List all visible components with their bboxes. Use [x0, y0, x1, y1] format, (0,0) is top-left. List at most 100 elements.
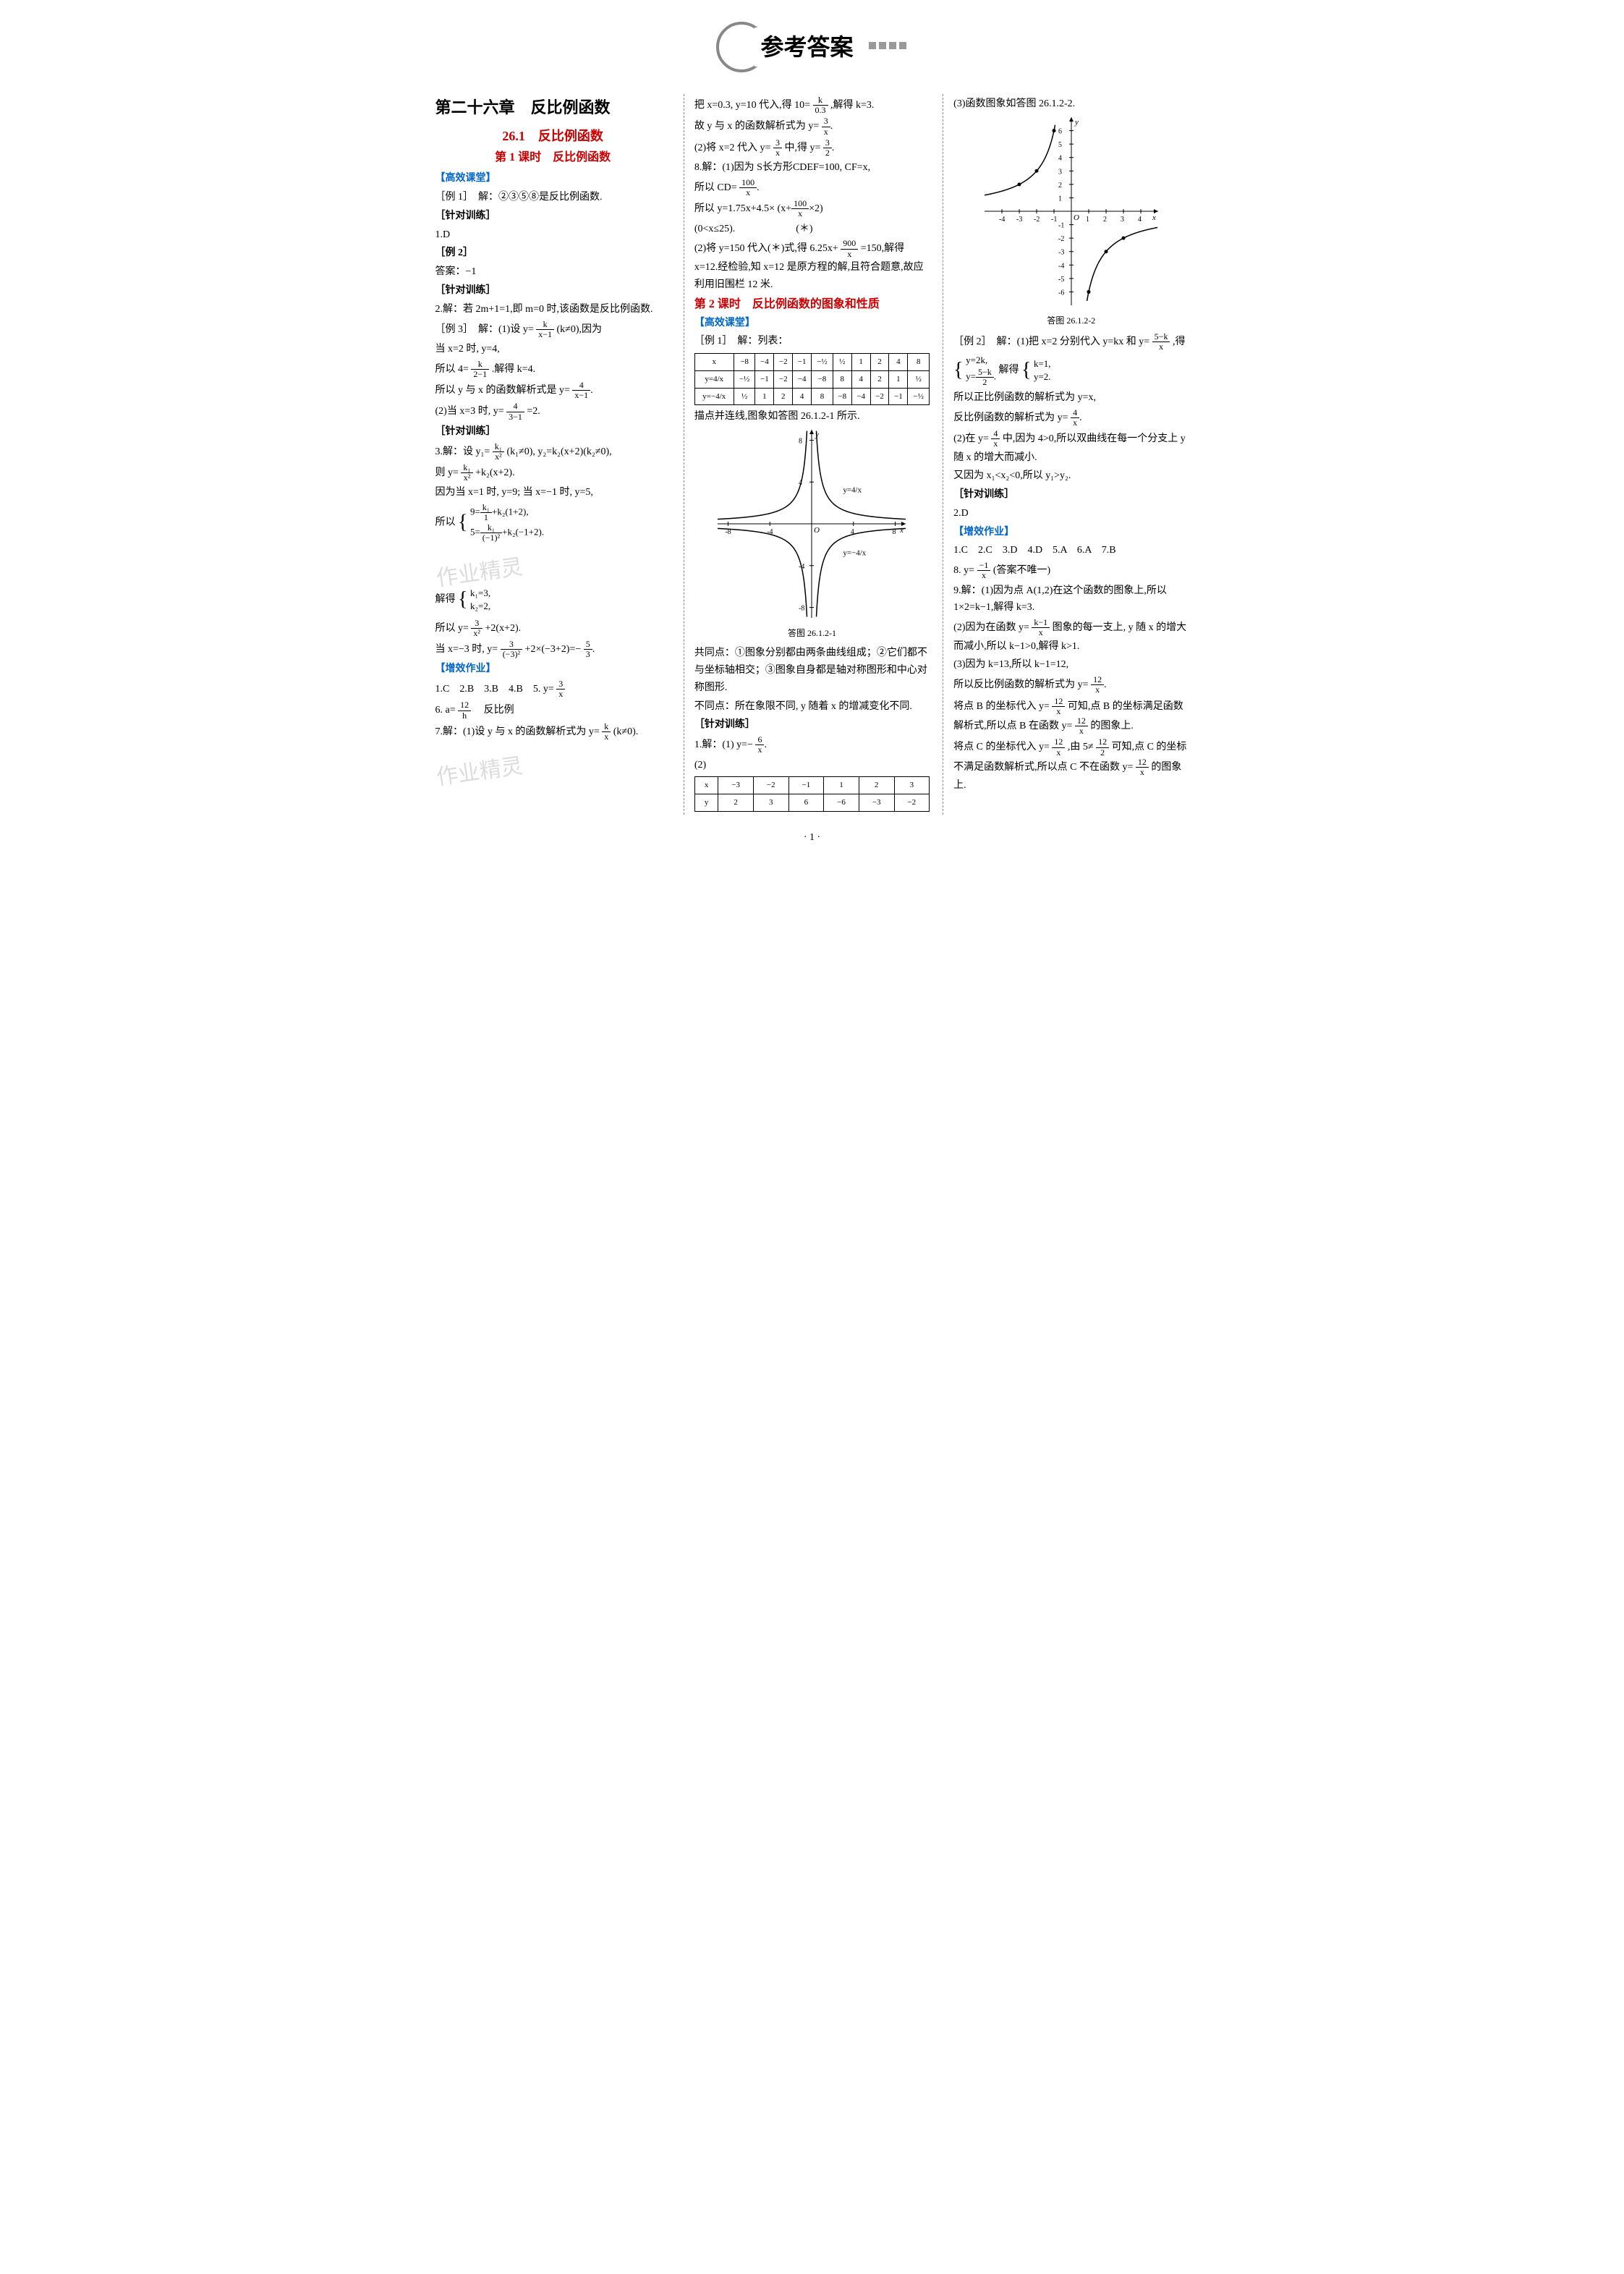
svg-text:-2: -2: [1058, 235, 1064, 243]
c3-hw9i: 将点 C 的坐标代入 y= 12x ,由 5≠ 122 可知,点 C 的坐标不满…: [953, 737, 1189, 794]
svg-text:5: 5: [1058, 141, 1062, 149]
example-2-answer: 答案：−1: [435, 263, 671, 281]
svg-text:1: 1: [1086, 216, 1089, 224]
svg-text:8: 8: [799, 438, 802, 446]
hw-1to5: 1.C 2.B 3.B 4.B 5. y= 3x: [435, 679, 671, 699]
c2-p1: 把 x=0.3, y=10 代入,得 10= k0.3 ,解得 k=3.: [694, 96, 930, 115]
table-row: x−3−2−1123: [694, 777, 929, 794]
section-title: 26.1 反比例函数: [435, 125, 671, 148]
example-3-line1: ［例 3］ 解：(1)设 y= kx−1 (k≠0),因为: [435, 320, 671, 339]
chart-2: xyO-4-3-2-11234-6-5-4-3-2-1123456 答图 26.…: [953, 117, 1189, 328]
c2-p3: (2)将 x=2 代入 y= 3x 中,得 y= 32.: [694, 138, 930, 158]
c2-p8e: (2)将 y=150 代入(＊)式,得 6.25x+ 900x =150,解得 …: [694, 239, 930, 293]
c3-t2: 2.D: [953, 505, 1189, 522]
c2-p2: 故 y 与 x 的函数解析式为 y= 3x.: [694, 116, 930, 136]
hyperbola-pair-chart: xyO-8-448-8-448y=4/xy=−4/x: [718, 430, 906, 618]
efficient-classroom-heading: 【高效课堂】: [435, 170, 671, 187]
c3-p1: (3)函数图象如答图 26.1.2-2.: [953, 96, 1189, 113]
c3-ex2c: 所以正比例函数的解析式为 y=x,: [953, 389, 1189, 407]
page-title: 参考答案: [754, 27, 859, 67]
column-1: 第二十六章 反比例函数 26.1 反比例函数 第 1 课时 反比例函数 【高效课…: [435, 94, 671, 815]
c2-p8a: 8.解：(1)因为 S长方形CDEF=100, CF=x,: [694, 159, 930, 177]
svg-text:-4: -4: [999, 216, 1005, 224]
example-1: ［例 1］ 解：②③⑤⑧是反比例函数.: [435, 189, 671, 206]
c3-hw9d: (3)因为 k=13,所以 k−1=12,: [953, 656, 1189, 674]
c2-ex1: ［例 1］ 解：列表：: [694, 333, 930, 350]
svg-text:-8: -8: [799, 605, 804, 613]
chart-1: xyO-8-448-8-448y=4/xy=−4/x 答图 26.1.2-1: [694, 430, 930, 640]
svg-text:-1: -1: [1051, 216, 1057, 224]
training-heading-c3: ［针对训练］: [953, 486, 1189, 504]
svg-text:-1: -1: [1058, 221, 1064, 229]
svg-text:-2: -2: [1034, 216, 1040, 224]
table-2: x−3−2−1123 y236−6−3−2: [694, 776, 930, 811]
svg-text:y: y: [1074, 118, 1079, 127]
table-row: y=4/x−½−1−2−4−88421½: [694, 370, 929, 388]
chart1-desc: 描点并连线,图象如答图 26.1.2-1 所示.: [694, 408, 930, 425]
example-2-label: ［例 2］: [435, 245, 671, 262]
example-3-line4: 所以 y 与 x 的函数解析式是 y= 4x−1.: [435, 381, 671, 400]
svg-text:O: O: [1074, 213, 1079, 222]
example-3-line5: (2)当 x=3 时, y= 43−1 =2.: [435, 402, 671, 421]
example-3-line3: 所以 4= k2−1 .解得 k=4.: [435, 360, 671, 379]
training-2: 2.解：若 2m+1=1,即 m=0 时,该函数是反比例函数.: [435, 301, 671, 318]
svg-text:-3: -3: [1016, 216, 1022, 224]
table-row: x−8−4−2−1−½½1248: [694, 354, 929, 371]
lesson2-title: 第 2 课时 反比例函数的图象和性质: [694, 294, 930, 314]
svg-text:-6: -6: [1058, 289, 1064, 297]
training-3a: 3.解：设 y₁= k₁x² (k₁≠0), y₂=k₂(x+2)(k₂≠0),: [435, 442, 671, 462]
training-heading-1: ［针对训练］: [435, 208, 671, 225]
homework-heading-c3: 【增效作业】: [953, 524, 1189, 541]
table-row: y=−4/x½1248−8−4−2−1−½: [694, 388, 929, 405]
c2-t1b: (2): [694, 757, 930, 774]
c2-p8d: (0<x≤25). (＊): [694, 221, 930, 238]
chapter-title: 第二十六章 反比例函数: [435, 94, 671, 121]
svg-text:-5: -5: [1058, 276, 1064, 284]
column-2: 把 x=0.3, y=10 代入,得 10= k0.3 ,解得 k=3. 故 y…: [684, 94, 930, 815]
svg-text:1: 1: [1058, 195, 1062, 203]
c3-hw1: 1.C 2.C 3.D 4.D 5.A 6.A 7.B: [953, 542, 1189, 559]
c2-p8b: 所以 CD= 100x.: [694, 178, 930, 198]
column-3: (3)函数图象如答图 26.1.2-2. x y O -4 -3 -2 -1 1 2 3 4 -6 -5…: [943, 94, 1189, 815]
svg-text:-4: -4: [1058, 262, 1064, 270]
c3-hw8: 8. y= −1x (答案不唯一): [953, 561, 1189, 580]
hyperbola-chart: xyO-4-3-2-11234-6-5-4-3-2-1123456: [985, 117, 1158, 305]
hw-6: 6. a= 12h 反比例: [435, 700, 671, 720]
c3-ex2e: (2)在 y= 4x 中,因为 4>0,所以双曲线在每一个分支上 y 随 x 的…: [953, 429, 1189, 466]
c3-ex2g: 又因为 x₁<x₂<0,所以 y₁>y₂.: [953, 467, 1189, 485]
lesson1-title: 第 1 课时 反比例函数: [435, 148, 671, 167]
page-number: · 1 ·: [435, 829, 1189, 847]
c3-hw9f: 将点 B 的坐标代入 y= 12x 可知,点 B 的坐标满足函数解析式,所以点 …: [953, 697, 1189, 737]
c3-ex2a: ［例 2］ 解：(1)把 x=2 分别代入 y=kx 和 y= 5−kx ,得: [953, 332, 1189, 352]
frac-k-over-xm1: kx−1: [536, 320, 554, 339]
c3-hw9a: 9.解：(1)因为点 A(1,2)在这个函数的图象上,所以 1×2=k−1,解得…: [953, 582, 1189, 617]
svg-text:y=4/x: y=4/x: [843, 486, 862, 495]
svg-text:2: 2: [1058, 182, 1062, 190]
c3-hw9e: 所以反比例函数的解析式为 y= 12x.: [953, 675, 1189, 695]
example-3-line2: 当 x=2 时, y=4,: [435, 341, 671, 358]
svg-text:x: x: [899, 526, 904, 535]
svg-text:4: 4: [1138, 216, 1142, 224]
svg-text:3: 3: [1058, 168, 1062, 176]
training-heading-c2: ［针对训练］: [694, 716, 930, 734]
c2-p8c: 所以 y=1.75x+4.5× (x+100x×2): [694, 199, 930, 219]
svg-text:4: 4: [1058, 155, 1062, 163]
training-1-1: 1.D: [435, 226, 671, 244]
chart1-caption: 答图 26.1.2-1: [694, 626, 930, 640]
c3-ex2d: 反比例函数的解析式为 y= 4x.: [953, 408, 1189, 428]
c2-common: 共同点：①图象分别都由两条曲线组成；②它们都不与坐标轴相交；③图象自身都是轴对称…: [694, 645, 930, 696]
c2-diff: 不同点：所在象限不同, y 随着 x 的增减变化不同.: [694, 698, 930, 716]
training-3b: 则 y= k₁x² +k₂(x+2).: [435, 463, 671, 483]
svg-text:3: 3: [1121, 216, 1124, 224]
table-1: x−8−4−2−1−½½1248 y=4/x−½−1−2−4−88421½ y=…: [694, 353, 930, 405]
svg-text:-3: -3: [1058, 249, 1064, 257]
c2-t1a: 1.解：(1) y=− 6x.: [694, 735, 930, 755]
efficient-heading-2: 【高效课堂】: [694, 315, 930, 332]
svg-text:2: 2: [1103, 216, 1107, 224]
svg-text:y=−4/x: y=−4/x: [843, 548, 867, 557]
training-heading-2: ［针对训练］: [435, 282, 671, 300]
three-column-layout: 第二十六章 反比例函数 26.1 反比例函数 第 1 课时 反比例函数 【高效课…: [435, 94, 1189, 815]
training-heading-3: ［针对训练］: [435, 423, 671, 441]
table-row: y236−6−3−2: [694, 794, 929, 812]
svg-text:x: x: [1152, 213, 1156, 222]
